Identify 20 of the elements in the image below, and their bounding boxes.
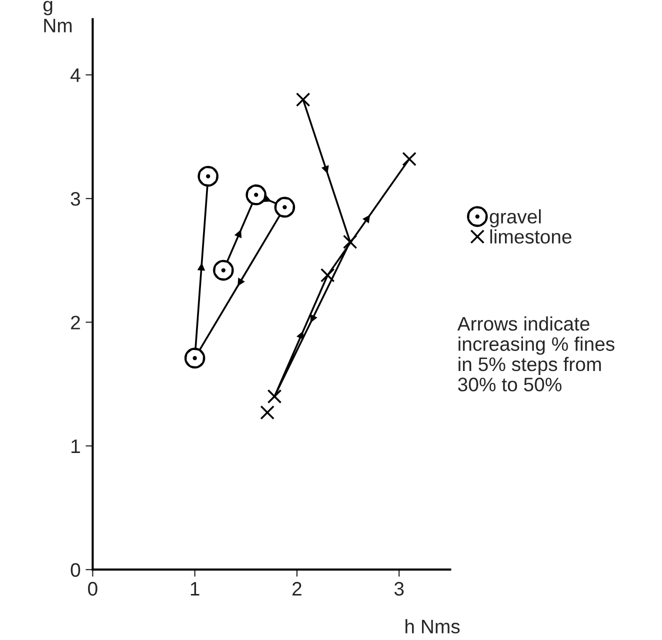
text: Arrows indicate increasing % fines in 5% steps from 30% to 50% <box>457 316 614 392</box>
y-tick-label: 3 <box>70 192 80 206</box>
x-tick-label: 3 <box>394 582 404 596</box>
y-axis-title: g Nm <box>43 0 72 32</box>
point <box>342 234 358 249</box>
point <box>267 389 282 404</box>
y-tick-label: 0 <box>70 563 80 577</box>
point <box>296 92 310 107</box>
y-tick-label: 4 <box>70 68 80 82</box>
y-tick-label: 2 <box>71 316 80 330</box>
x-tick-label: 1 <box>190 582 200 596</box>
point <box>320 268 335 282</box>
y-tick-label: 1 <box>72 440 80 453</box>
x-tick-label: 2 <box>292 582 302 596</box>
x-tick-label: 0 <box>88 582 98 596</box>
x-axis-title: h Nms <box>406 619 460 634</box>
point <box>402 152 416 166</box>
legend-label: gravel <box>490 209 541 228</box>
legend-label: limestone <box>490 229 572 244</box>
point <box>260 405 274 420</box>
